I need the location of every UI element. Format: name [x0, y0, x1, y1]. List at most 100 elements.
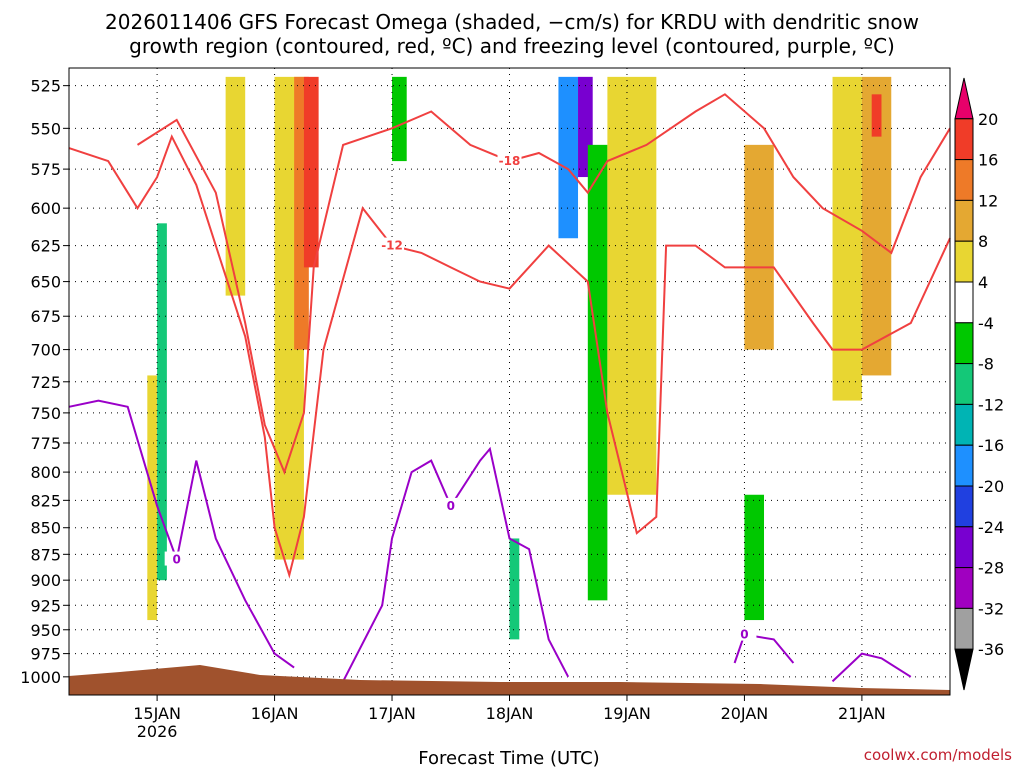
y-tick-label-725: 725	[30, 373, 61, 392]
colorbar-swatch-14	[954, 648, 974, 691]
freezing-contour-3	[831, 652, 912, 683]
y-tick-label-1000: 1000	[20, 668, 61, 687]
colorbar-swatch-8	[954, 403, 974, 446]
y-tick-label-925: 925	[30, 596, 61, 615]
colorbar-swatch-12	[954, 567, 974, 609]
freezing-label-bg-2	[732, 626, 757, 641]
x-tick-label-18JAN: 18JAN	[486, 704, 534, 723]
colorbar-swatch-7	[954, 363, 974, 405]
y-tick-label-750: 750	[30, 404, 61, 423]
omega-cell-8	[558, 76, 579, 239]
x-tick-label-16JAN: 16JAN	[251, 704, 299, 723]
freezing-contour-2	[733, 633, 795, 664]
omega-cell-2	[225, 76, 246, 296]
omega-cell-16	[871, 94, 882, 137]
freezing-contour-label-1: 0	[447, 499, 455, 513]
colorbar-swatch-3	[954, 199, 974, 242]
x-tick-label-17JAN: 17JAN	[368, 704, 416, 723]
colorbar-label-8: -16	[978, 436, 1004, 455]
colorbar-swatch-6	[954, 322, 974, 365]
omega-cell-13	[744, 494, 765, 621]
colorbar-label-10: -24	[978, 518, 1004, 537]
colorbar-swatch-10	[954, 485, 974, 528]
x-tick-label-21JAN: 21JAN	[838, 704, 886, 723]
colorbar-swatch-2	[954, 159, 974, 201]
x-tick-label-20JAN: 20JAN	[721, 704, 769, 723]
colorbar-swatch-11	[954, 526, 974, 569]
x-tick-sublabel-15JAN: 2026	[137, 722, 178, 741]
terrain-fill	[69, 665, 950, 695]
dgz-contour-layer: -12 -18	[68, 93, 951, 579]
freezing-level-layer: 0 0 0	[68, 399, 912, 683]
freezing-label-bg-0	[164, 551, 189, 566]
y-tick-label-825: 825	[30, 491, 61, 510]
y-tick-label-600: 600	[30, 199, 61, 218]
colorbar-swatch-5	[954, 281, 974, 324]
omega-cell-1	[157, 223, 167, 581]
colorbar-label-1: 16	[978, 151, 998, 170]
colorbar-label-9: -20	[978, 477, 1004, 496]
colorbar-swatch-9	[954, 444, 974, 487]
dgz-contour-label-1: -18	[499, 154, 521, 168]
x-axis-label: Forecast Time (UTC)	[418, 748, 599, 768]
colorbar-label-4: 4	[978, 273, 988, 292]
colorbar-label-2: 12	[978, 191, 998, 210]
colorbar-swatch-0	[954, 77, 974, 120]
freezing-contour-0	[68, 399, 295, 669]
freezing-contour-label-2: 0	[740, 628, 748, 642]
y-tick-label-550: 550	[30, 119, 61, 138]
colorbar-label-0: 20	[978, 110, 998, 129]
colorbar-swatch-1	[954, 118, 974, 161]
plot-area: -12 -18 0 0 0	[68, 67, 951, 696]
dgz-label-bg-0	[380, 237, 405, 252]
omega-cell-10	[587, 144, 608, 601]
y-tick-label-525: 525	[30, 77, 61, 96]
colorbar-label-13: -36	[978, 640, 1004, 659]
freezing-label-bg-1	[438, 497, 463, 512]
y-tick-label-800: 800	[30, 463, 61, 482]
y-tick-label-775: 775	[30, 434, 61, 453]
y-tick-label-900: 900	[30, 571, 61, 590]
y-tick-label-950: 950	[30, 621, 61, 640]
omega-cell-11	[607, 76, 657, 495]
colorbar-label-12: -32	[978, 599, 1004, 618]
y-tick-label-625: 625	[30, 237, 61, 256]
y-axis: 525 550 575 600 625 650 675 700 725 750 775 800 825 8…	[20, 77, 69, 687]
grid-layer	[69, 68, 950, 695]
omega-cell-7	[509, 538, 520, 640]
colorbar-label-6: -8	[978, 355, 994, 374]
dgz-label-bg-1	[497, 153, 522, 168]
terrain-layer	[69, 665, 950, 695]
y-tick-label-875: 875	[30, 545, 61, 564]
colorbar-label-3: 8	[978, 232, 988, 251]
omega-shading-layer	[147, 76, 892, 640]
dgz-contour-label-0: -12	[381, 239, 403, 253]
x-tick-label-15JAN: 15JAN	[133, 704, 181, 723]
dgz-contour-0	[68, 134, 951, 579]
colorbar: 20 16 12 8 4 -4 -8 -12 -16 -20 -24 -28 -32 -36	[954, 77, 1004, 691]
y-tick-label-675: 675	[30, 307, 61, 326]
colorbar-swatch-4	[954, 240, 974, 283]
y-tick-label-650: 650	[30, 273, 61, 292]
colorbar-label-11: -28	[978, 559, 1004, 578]
colorbar-label-7: -12	[978, 395, 1004, 414]
y-tick-label-700: 700	[30, 341, 61, 360]
colorbar-label-5: -4	[978, 314, 994, 333]
y-tick-label-975: 975	[30, 645, 61, 664]
y-tick-label-575: 575	[30, 160, 61, 179]
colorbar-swatch-13	[954, 607, 974, 650]
omega-cell-6	[392, 76, 407, 162]
dgz-contour-1	[136, 93, 951, 475]
omega-cell-5	[303, 76, 319, 268]
freezing-contour-1	[342, 446, 570, 682]
chart-title-line-1: 2026011406 GFS Forecast Omega (shaded, −…	[105, 10, 919, 34]
omega-cell-14	[832, 76, 862, 401]
x-tick-label-19JAN: 19JAN	[603, 704, 651, 723]
y-tick-label-850: 850	[30, 519, 61, 538]
omega-cell-12	[744, 144, 774, 350]
omega-cell-0	[147, 375, 158, 621]
chart-title-line-2: growth region (contoured, red, ºC) and f…	[129, 34, 895, 58]
credit-text: coolwx.com/models	[864, 746, 1012, 764]
